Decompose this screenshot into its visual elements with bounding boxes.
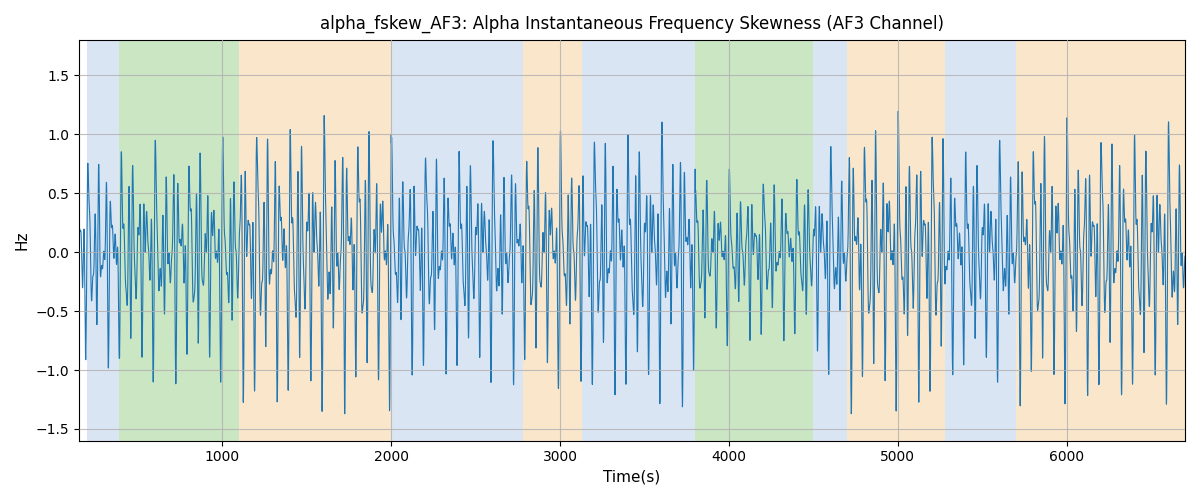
Bar [695,40,814,440]
Bar [582,40,695,440]
X-axis label: Time(s): Time(s) [604,470,660,485]
Bar [391,40,523,440]
Bar [946,40,1016,440]
Y-axis label: Hz: Hz [14,230,30,250]
Bar [814,40,847,440]
Bar [847,40,946,440]
Bar [120,40,239,440]
Title: alpha_fskew_AF3: Alpha Instantaneous Frequency Skewness (AF3 Channel): alpha_fskew_AF3: Alpha Instantaneous Fre… [320,15,944,34]
Bar [1016,40,1186,440]
Bar [239,40,391,440]
Bar [523,40,582,440]
Bar [88,40,120,440]
